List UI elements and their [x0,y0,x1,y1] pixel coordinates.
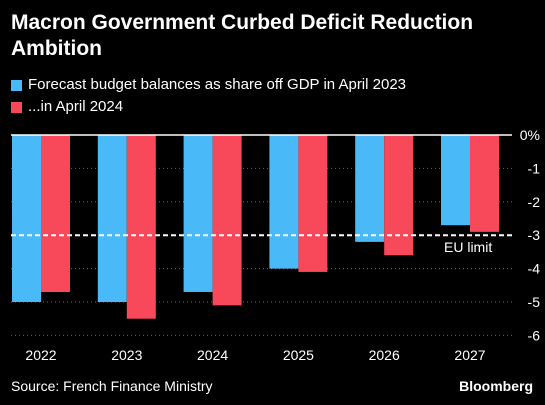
legend-item-2024: ...in April 2024 [11,96,406,118]
y-tick-label: -6 [528,327,541,343]
y-tick-label: -1 [528,160,541,176]
legend-item-2023: Forecast budget balances as share off GD… [11,74,406,96]
bar-2026-2024-forecast [384,135,414,256]
y-tick-label: 0% [520,127,540,143]
y-tick-label: -4 [528,261,541,277]
brand-logo: Bloomberg [459,378,533,394]
bar-2024-2023-forecast [183,135,213,292]
x-tick-label: 2027 [454,347,485,363]
legend: Forecast budget balances as share off GD… [11,74,406,118]
bar-2023-2023-forecast [97,135,127,302]
y-tick-label: -3 [528,227,541,243]
x-tick-label: 2026 [369,347,400,363]
legend-label-2024: ...in April 2024 [28,98,124,115]
x-tick-label: 2024 [197,347,228,363]
bar-2027-2024-forecast [470,135,499,232]
legend-swatch-2023 [11,79,22,91]
chart-title: Macron Government Curbed Deficit Reducti… [11,11,474,60]
x-tick-label: 2023 [111,347,142,363]
x-tick-label: 2025 [283,347,314,363]
bar-2027-2023-forecast [441,135,470,226]
source-note: Source: French Finance Ministry [11,378,213,394]
eu-limit-label: EU limit [444,239,492,255]
bar-2024-2024-forecast [212,135,242,306]
bar-2023-2024-forecast [126,135,156,319]
bar-2022-2023-forecast [12,135,41,302]
x-tick-label: 2022 [25,347,56,363]
bar-2025-2023-forecast [269,135,299,269]
y-tick-label: -2 [528,194,541,210]
legend-label-2023: Forecast budget balances as share off GD… [28,76,407,93]
bar-2025-2024-forecast [298,135,328,272]
bar-2026-2023-forecast [355,135,385,242]
y-tick-label: -5 [528,294,541,310]
bar-2022-2024-forecast [41,135,70,292]
legend-swatch-2024 [11,101,22,113]
